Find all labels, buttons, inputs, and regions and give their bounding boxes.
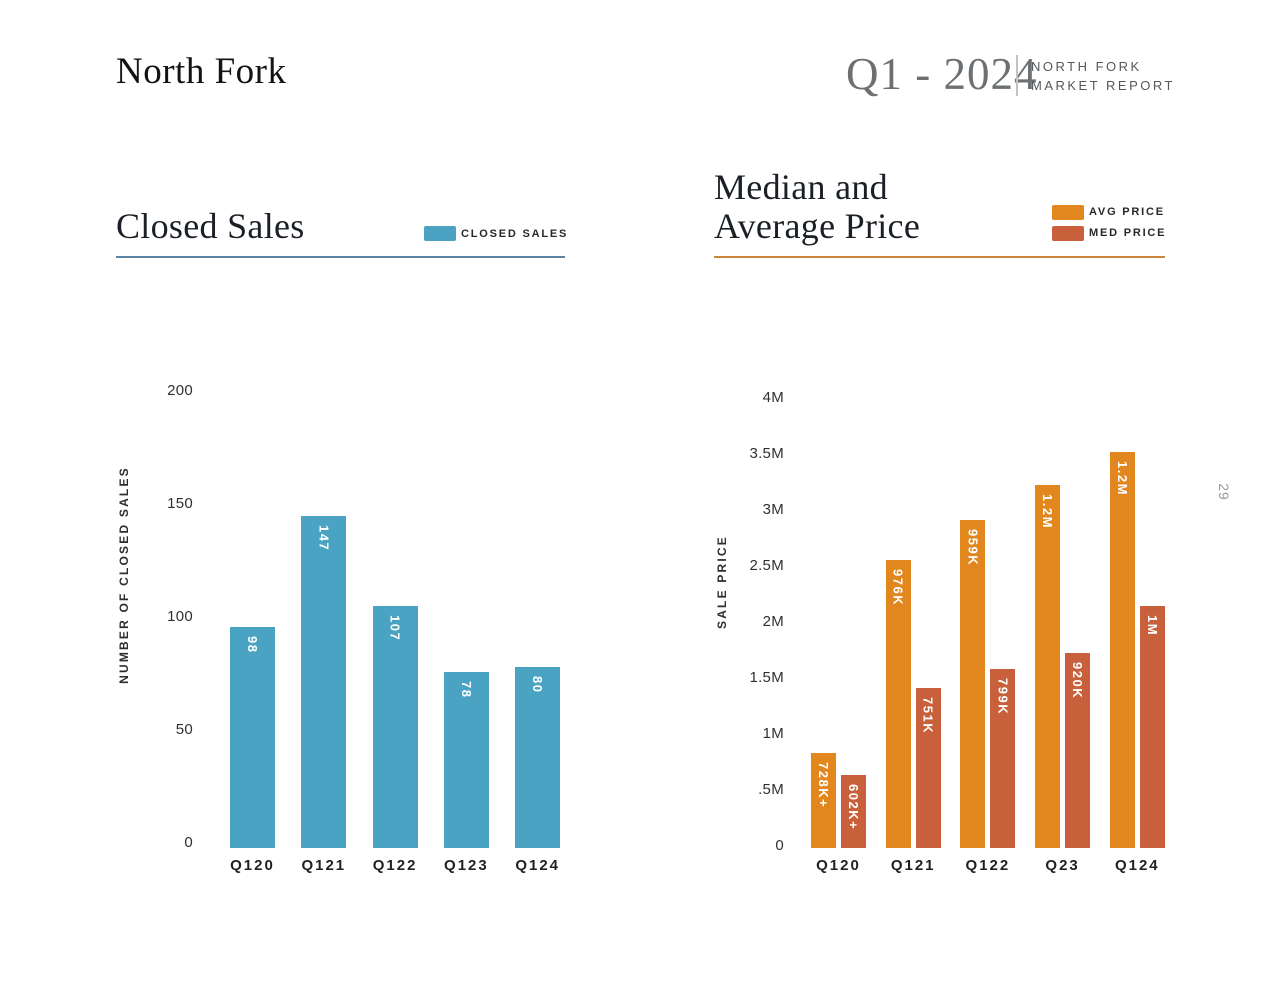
- page-title: North Fork: [116, 51, 287, 92]
- x-tick-label-Q121: Q121: [301, 857, 347, 874]
- bar-value-label: 920K: [1070, 662, 1086, 700]
- price-chart: 728K+ 602K+ Q120 976K 751K Q121 959K 799K Q122 1.…: [749, 389, 1180, 874]
- med-price-legend-swatch: [1052, 226, 1084, 241]
- bar-value-label: 98: [245, 636, 260, 654]
- report-title-line1: NORTH FORK: [1031, 59, 1142, 74]
- bar-value-label: 107: [387, 615, 403, 642]
- y-tick-label: 150: [167, 495, 193, 512]
- closed-sales-y-axis-label: NUMBER OF CLOSED SALES: [117, 466, 131, 684]
- closed-sales-title-rule: [116, 256, 565, 258]
- x-tick-label-Q120: Q120: [230, 857, 275, 874]
- closed-sales-chart: 98 Q120 147 Q121 107 Q122 78 Q123 80 Q124 200 150 10…: [167, 382, 582, 874]
- y-tick-label: 2M: [762, 613, 784, 630]
- y-tick-label: 1.5M: [749, 669, 784, 686]
- y-tick-label: 0: [184, 834, 193, 851]
- bar-closed-sales-Q120: 98: [230, 627, 275, 848]
- bar-value-label: 728K+: [816, 762, 831, 809]
- x-tick-label-Q123: Q123: [444, 857, 489, 874]
- price-chart-title-line2: Average Price: [714, 206, 921, 246]
- report-period: Q1 - 2024: [846, 49, 1038, 99]
- y-tick-label: 100: [167, 608, 193, 625]
- price-chart-title: Median and Average Price: [714, 168, 920, 246]
- bar-avg-price-Q120: 728K+: [811, 753, 836, 848]
- y-tick-label: .5M: [758, 781, 784, 798]
- bar-value-label: 799K: [995, 678, 1011, 716]
- x-tick-label-Q124: Q124: [515, 857, 561, 874]
- bar-value-label: 959K: [965, 529, 981, 567]
- x-tick-label-Q23: Q23: [1045, 857, 1080, 874]
- avg-price-legend-label: AVG PRICE: [1089, 206, 1165, 218]
- x-tick-label-Q122: Q122: [372, 857, 418, 874]
- y-tick-label: 3.5M: [749, 445, 784, 462]
- y-tick-label: 4M: [762, 389, 784, 406]
- report-title: NORTH FORK MARKET REPORT: [1031, 57, 1175, 95]
- bar-med-price-Q124: 1M: [1139, 606, 1165, 848]
- bar-value-label: 1M: [1144, 615, 1160, 637]
- x-tick-label-Q120: Q120: [816, 857, 861, 874]
- bar-value-label: 1.2M: [1040, 494, 1056, 529]
- med-price-legend-label: MED PRICE: [1089, 227, 1167, 239]
- bar-med-price-Q121: 751K: [915, 688, 941, 848]
- bar-avg-price-Q124: 1.2M: [1109, 452, 1135, 848]
- bar-closed-sales-Q123: 78: [443, 672, 489, 848]
- bar-closed-sales-Q121: 147: [301, 516, 347, 848]
- bar-value-label: 147: [316, 525, 332, 552]
- price-chart-title-rule: [714, 256, 1165, 258]
- bar-value-label: 80: [530, 676, 546, 694]
- bar-med-price-Q120: 602K+: [841, 775, 866, 848]
- price-chart-title-line1: Median and: [714, 167, 888, 207]
- y-tick-label: 3M: [762, 501, 784, 518]
- avg-price-legend-swatch: [1052, 205, 1084, 220]
- bar-value-label: 1.2M: [1114, 461, 1130, 496]
- bar-med-price-Q23: 920K: [1065, 653, 1091, 848]
- bar-value-label: 976K: [890, 569, 906, 607]
- bar-closed-sales-Q122: 107: [372, 606, 418, 848]
- bar-value-label: 602K+: [846, 784, 861, 831]
- y-tick-label: 200: [167, 382, 193, 399]
- bar-med-price-Q122: 799K: [990, 669, 1016, 848]
- header-divider: [1016, 55, 1018, 96]
- x-tick-label-Q124: Q124: [1114, 857, 1160, 874]
- x-tick-label-Q122: Q122: [965, 857, 1011, 874]
- bar-avg-price-Q121: 976K: [885, 560, 911, 848]
- y-tick-label: 0: [775, 837, 784, 854]
- bar-value-label: 78: [458, 681, 474, 699]
- bar-avg-price-Q122: 959K: [960, 520, 986, 848]
- price-y-axis-label: SALE PRICE: [715, 535, 729, 630]
- page-number: 29: [1216, 483, 1232, 501]
- report-title-line2: MARKET REPORT: [1031, 78, 1175, 93]
- x-tick-label-Q121: Q121: [890, 857, 936, 874]
- closed-sales-title: Closed Sales: [116, 206, 305, 246]
- y-tick-label: 1M: [762, 725, 784, 742]
- y-tick-label: 50: [175, 721, 193, 738]
- closed-sales-legend-swatch: [424, 226, 456, 241]
- bar-avg-price-Q23: 1.2M: [1035, 485, 1061, 848]
- y-tick-label: 2.5M: [749, 557, 784, 574]
- closed-sales-legend-label: CLOSED SALES: [461, 228, 569, 240]
- bar-closed-sales-Q124: 80: [515, 667, 561, 848]
- bar-value-label: 751K: [920, 697, 936, 735]
